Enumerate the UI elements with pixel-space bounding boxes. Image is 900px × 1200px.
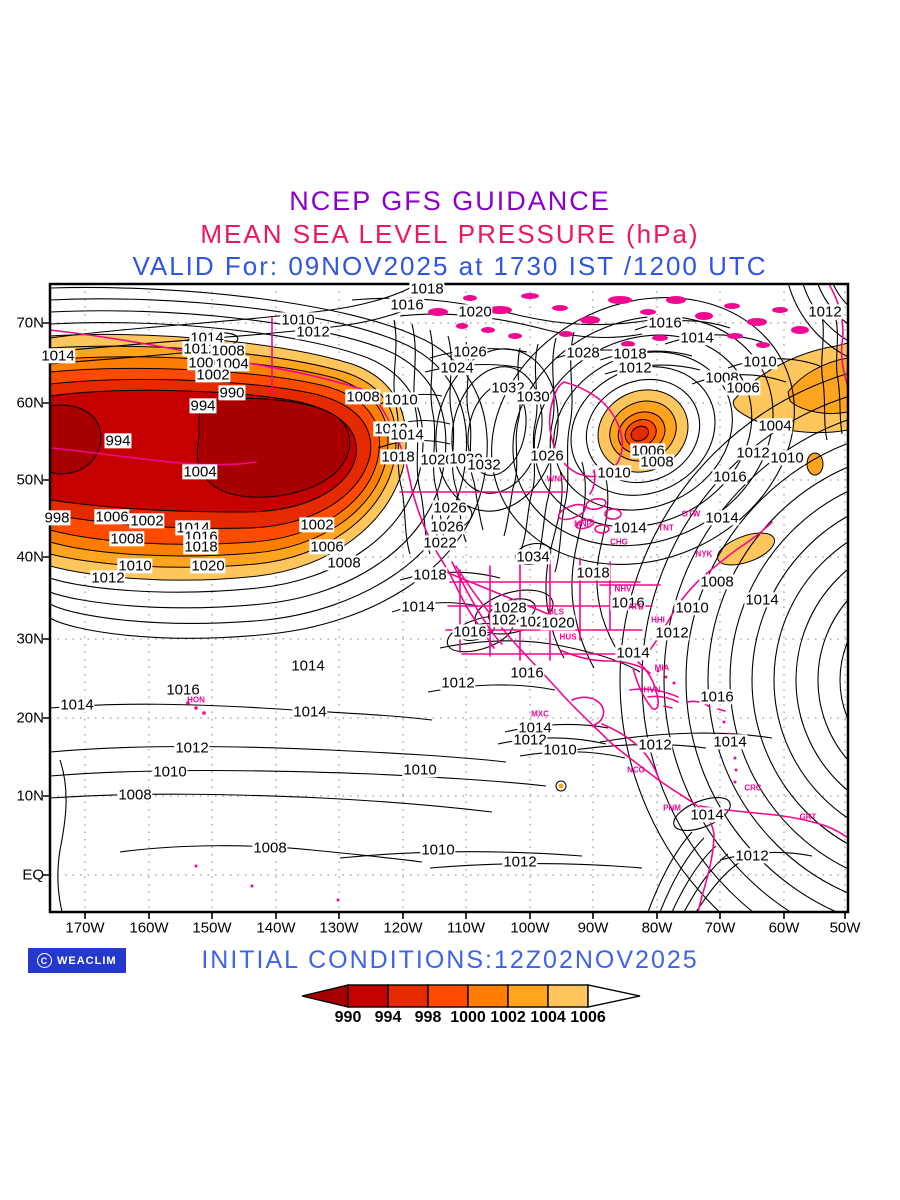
page-subtitle: MEAN SEA LEVEL PRESSURE (hPa): [200, 219, 700, 249]
initial-conditions-line: INITIAL CONDITIONS:12Z02NOV2025: [201, 946, 699, 974]
valid-time-line: VALID For: 09NOV2025 at 1730 IST /1200 U…: [132, 251, 768, 281]
graticule: [50, 284, 848, 912]
copyright-icon: C: [37, 953, 52, 968]
map-frame: [48, 282, 850, 914]
weaclim-badge: C WEACLIM: [28, 948, 126, 973]
axis-ticks: [43, 322, 846, 919]
colorbar: [301, 984, 641, 1008]
page-title: NCEP GFS GUIDANCE: [289, 186, 611, 216]
weaclim-label: WEACLIM: [57, 954, 117, 967]
